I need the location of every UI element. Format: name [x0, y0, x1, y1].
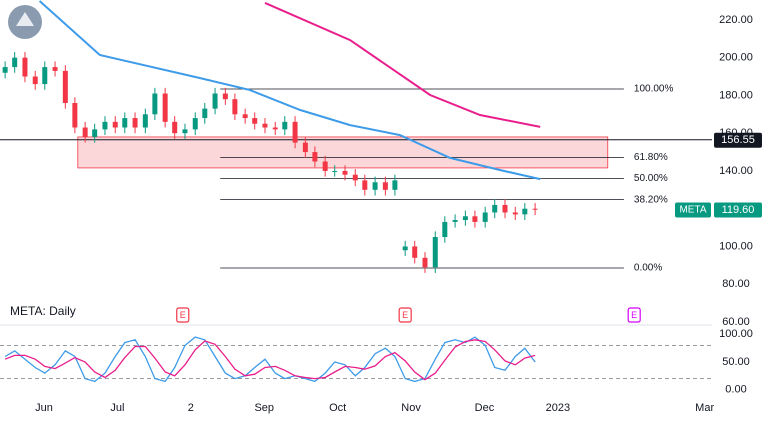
candle-body — [462, 216, 468, 221]
last-price: 119.60 — [722, 204, 755, 216]
last-name-bg — [675, 202, 711, 218]
y-tick-label: 60.00 — [722, 316, 750, 328]
earnings-marker — [176, 307, 190, 323]
candle-body — [412, 246, 418, 258]
candle-body — [452, 220, 458, 222]
candle-body — [372, 182, 378, 190]
earnings-marker — [627, 307, 641, 323]
y-tick-label: 50.00 — [722, 356, 750, 368]
candle-body — [342, 170, 348, 175]
candle-body — [52, 67, 58, 71]
fib-label: 38.20% — [634, 194, 668, 205]
price-tag-bg — [714, 132, 762, 148]
candle-body — [492, 204, 498, 213]
chart-title: META: Daily — [10, 304, 76, 318]
candle-body — [402, 246, 408, 251]
candle-body — [232, 99, 238, 115]
fib-label: 100.00% — [634, 84, 674, 95]
y-tick-label: 220.00 — [719, 14, 753, 26]
candle-body — [352, 174, 358, 181]
stochastic-line — [4, 339, 536, 381]
candle-body — [42, 67, 48, 85]
candle-body — [312, 152, 318, 162]
candle-body — [382, 182, 388, 190]
fib-label: 50.00% — [634, 173, 668, 184]
y-tick-label: 0.00 — [725, 384, 746, 396]
moving-average — [38, 0, 541, 181]
candle-body — [192, 118, 198, 130]
x-tick-label: Nov — [401, 402, 421, 414]
candle-body — [242, 114, 248, 119]
last-price-bg — [714, 202, 762, 218]
price-tag: 156.55 — [721, 134, 755, 146]
candle-body — [2, 67, 8, 73]
candle-body — [292, 121, 298, 143]
x-tick-label: Jun — [35, 402, 53, 414]
candle-body — [202, 108, 208, 119]
earnings-label: E — [402, 310, 408, 320]
y-tick-label: 200.00 — [719, 52, 753, 64]
candle-body — [132, 118, 138, 128]
candle-body — [92, 129, 98, 137]
candle-body — [422, 257, 428, 268]
y-tick-label: 80.00 — [722, 278, 750, 290]
x-tick-label: Sep — [254, 402, 274, 414]
candle-body — [12, 57, 18, 68]
candle-body — [62, 70, 68, 103]
candle-body — [502, 204, 508, 213]
zone — [77, 136, 609, 169]
candle-body — [32, 76, 38, 85]
earnings-label: E — [631, 310, 637, 320]
candle-body — [332, 170, 338, 172]
y-tick-label: 100.00 — [719, 240, 753, 252]
x-tick-label: Oct — [329, 402, 346, 414]
candle-body — [22, 57, 28, 77]
candle-body — [182, 129, 188, 134]
stochastic-line — [4, 336, 536, 383]
candle-body — [512, 212, 518, 215]
candle-body — [392, 180, 398, 190]
y-tick-label: 140.00 — [719, 165, 753, 177]
y-tick-label: 100.00 — [719, 328, 753, 340]
candle-body — [162, 93, 168, 122]
candle-body — [142, 114, 148, 128]
candle-body — [432, 237, 438, 268]
logo-icon — [16, 12, 34, 26]
last-name: META — [679, 205, 706, 216]
x-tick-label: Mar — [695, 402, 714, 414]
candle-body — [72, 102, 78, 128]
candle-body — [522, 208, 528, 215]
candle-body — [262, 123, 268, 128]
candle-body — [302, 142, 308, 153]
candle-body — [532, 208, 538, 210]
fib-label: 61.80% — [634, 152, 668, 163]
candle-body — [282, 121, 288, 130]
candle-body — [252, 118, 258, 124]
candle-body — [482, 212, 488, 222]
candle-body — [362, 180, 368, 190]
candle-body — [222, 93, 228, 100]
fib-label: 0.00% — [634, 263, 662, 274]
candle-body — [82, 127, 88, 137]
y-tick-label: 180.00 — [719, 89, 753, 101]
candle-body — [472, 216, 478, 222]
candle-body — [442, 221, 448, 238]
candle-body — [272, 127, 278, 130]
candle-body — [322, 161, 328, 171]
candle-body — [152, 93, 158, 115]
x-tick-label: 2 — [188, 402, 194, 414]
candle-body — [172, 121, 178, 134]
earnings-label: E — [180, 310, 186, 320]
x-tick-label: Jul — [110, 402, 124, 414]
earnings-marker — [398, 307, 412, 323]
candle-body — [102, 121, 108, 130]
candle-body — [212, 93, 218, 109]
candle-body — [122, 118, 128, 128]
candle-body — [112, 121, 118, 128]
x-tick-label: Dec — [475, 402, 495, 414]
x-tick-label: 2023 — [546, 402, 570, 414]
moving-average — [264, 1, 541, 128]
